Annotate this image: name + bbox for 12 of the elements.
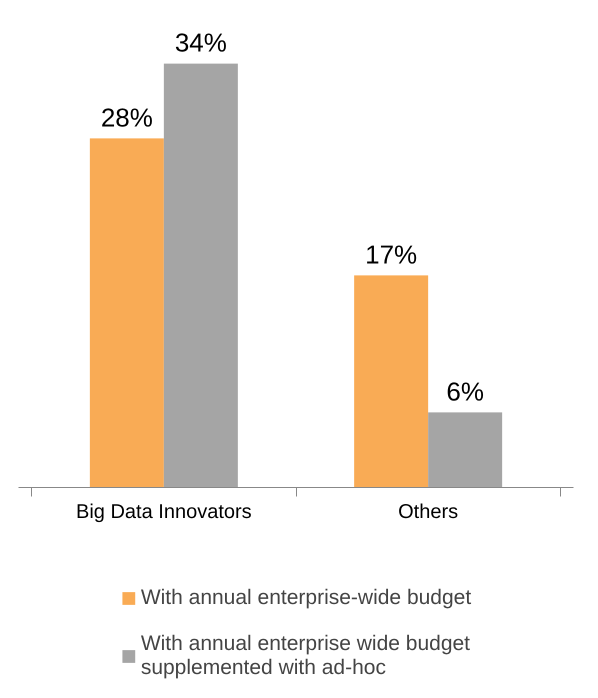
x-tick-label: Others — [398, 501, 458, 524]
data-label: 28% — [100, 102, 153, 132]
bar — [164, 64, 238, 488]
data-label: 17% — [365, 239, 418, 270]
bar — [354, 275, 428, 488]
legend-label: With annual enterprise wide budget supplemented with ad-hoc — [140, 632, 470, 680]
legend-label: With annual enterprise-wide budget — [140, 586, 472, 610]
x-tick-label: Big Data Innovators — [76, 501, 252, 524]
bar — [90, 138, 164, 488]
bar — [428, 412, 502, 488]
data-label: 34% — [174, 28, 227, 58]
data-label: 6% — [446, 376, 484, 406]
